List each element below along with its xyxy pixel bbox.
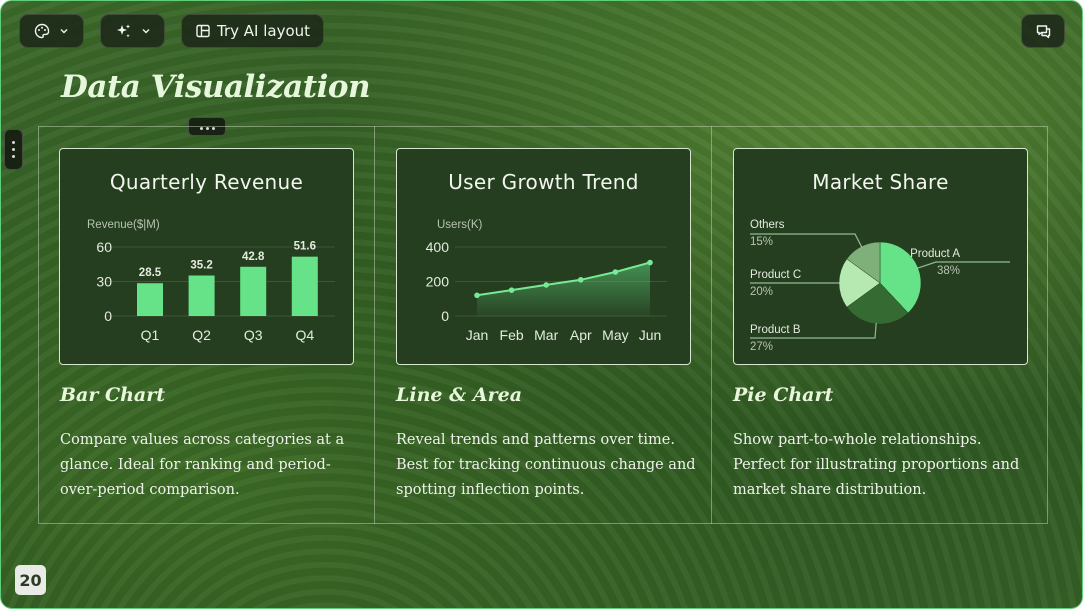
x-tick-label: May [602,327,628,343]
section-description: Show part-to-whole relationships. Perfec… [733,432,1020,498]
palette-icon [34,23,50,39]
x-tick-label: Q4 [295,327,314,343]
data-label: 20% [750,286,773,298]
leader-line [750,233,863,248]
data-label: 35.2 [190,260,212,272]
tick-label: 60 [96,239,112,255]
card-title: User Growth Trend [448,170,639,194]
section-description: Reveal trends and patterns over time. Be… [396,432,696,498]
column-divider [711,126,712,524]
bar [188,275,215,316]
x-tick-label: Q1 [141,327,160,343]
axis-label: Users(K) [437,219,483,231]
bar [291,256,318,316]
series-line [476,261,651,297]
chevron-down-icon [59,26,69,36]
data-point [543,282,549,288]
data-point [474,292,480,299]
pie-chart-card[interactable]: Market Share Product A 38% Product B 27% Pro… [733,148,1028,365]
data-point [578,276,584,283]
legend-label: Others [750,219,785,231]
try-ai-layout-label: Try AI layout [216,22,311,40]
bar-chart-card[interactable]: Quarterly Revenue Revenue($|M) 60 30 0 28.5 Q… [59,148,354,365]
x-tick-label: Q2 [192,327,211,343]
area-chart: Users(K) 400 200 0 Jan Feb Mar Apr May Jun [426,219,667,343]
theme-button[interactable] [19,14,84,48]
card-title: Quarterly Revenue [109,170,304,194]
area-fill [477,262,650,316]
drag-handle-left[interactable] [4,129,23,170]
sparkle-icon [115,23,132,40]
x-tick-label: Apr [570,327,592,343]
data-label: 51.6 [294,241,316,253]
page-title: Data Visualization [61,69,371,105]
try-ai-layout-button[interactable]: Try AI layout [181,14,324,48]
data-label: 27% [750,341,773,353]
tick-label: 0 [104,308,112,324]
drag-handle-top[interactable] [188,117,226,136]
leader-line [917,261,1010,269]
legend-label: Product C [750,269,801,281]
tick-label: 400 [426,239,450,255]
tick-label: 30 [96,274,112,290]
data-point [508,287,515,293]
legend-label: Product A [910,248,960,260]
section-subtitle: Pie Chart [733,384,834,406]
chat-icon [1035,23,1052,40]
line-chart-card[interactable]: User Growth Trend Users(K) 400 200 0 Jan Feb M… [396,148,691,365]
ai-assist-button[interactable] [100,14,165,48]
x-tick-label: Jun [639,327,662,343]
x-tick-label: Jan [466,327,489,343]
data-label: 28.5 [139,267,162,279]
data-label: 15% [750,236,773,248]
bar [240,266,267,316]
pie-chart: Product A 38% Product B 27% Product C 20% Othe… [750,219,1010,353]
bar [137,283,163,316]
data-label: 42.8 [242,251,265,263]
content-grid [38,126,1048,524]
tick-label: 200 [426,274,450,290]
legend-label: Product B [750,324,801,336]
page-number: 20 [15,565,46,595]
card-title: Market Share [812,170,949,194]
data-label: 38% [937,265,960,277]
column-divider [374,126,375,524]
section-subtitle: Bar Chart [60,384,166,406]
bar-chart: Revenue($|M) 60 30 0 28.5 Q1 35.2 Q2 42.8 Q3 51.6 Q… [87,219,335,343]
section-subtitle: Line & Area [396,384,523,406]
data-point [647,259,653,266]
x-tick-label: Mar [534,327,558,343]
tick-label: 0 [441,308,449,324]
comments-button[interactable] [1021,14,1065,48]
section-description: Compare values across categories at a gl… [60,432,345,498]
data-point [612,269,619,275]
x-tick-label: Feb [500,327,524,343]
leader-line [750,322,877,339]
layout-icon [195,23,211,39]
x-tick-label: Q3 [244,327,263,343]
axis-label: Revenue($|M) [87,219,160,231]
chevron-down-icon [141,26,151,36]
